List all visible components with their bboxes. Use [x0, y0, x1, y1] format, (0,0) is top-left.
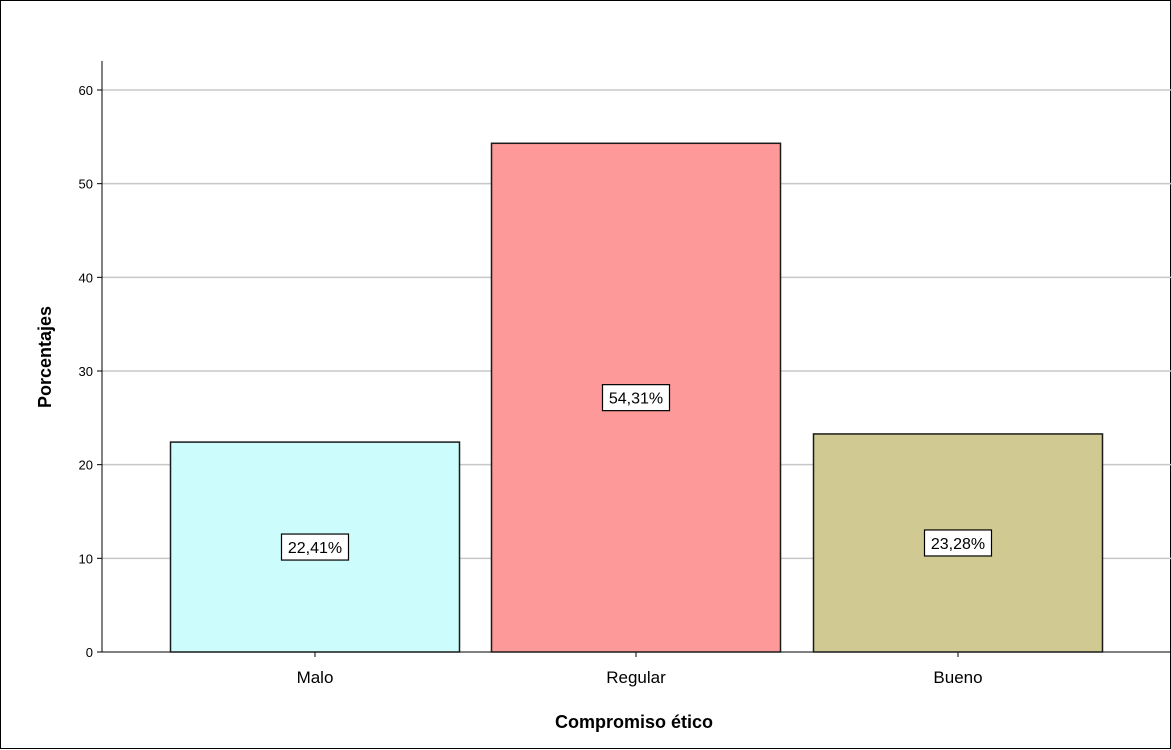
y-tick-label-10: 10 [79, 551, 93, 566]
y-tick-label-0: 0 [86, 645, 93, 660]
data-label-box-regular [601, 384, 671, 412]
y-tick-label-40: 40 [79, 270, 93, 285]
x-tick-label-malo: Malo [297, 668, 334, 687]
x-tick-label-regular: Regular [606, 668, 666, 687]
y-tick-label-60: 60 [79, 83, 93, 98]
bars [169, 142, 1104, 653]
x-tick-label-bueno: Bueno [933, 668, 982, 687]
x-axis-title: Compromiso ético [555, 712, 713, 732]
data-label-regular: 54,31% [609, 391, 663, 408]
data-label-box-bueno [923, 529, 993, 557]
data-labels: 22,41% 54,31% 23,28% [280, 384, 993, 561]
data-label-malo: 22,41% [288, 540, 342, 557]
data-label-box-malo [280, 533, 350, 561]
x-tick-labels: Malo Regular Bueno [297, 668, 983, 687]
y-tick-label-20: 20 [79, 458, 93, 473]
y-tick-label-50: 50 [79, 177, 93, 192]
y-axis-title: Porcentajes [35, 306, 55, 408]
y-tick-labels: 0 10 20 30 40 50 60 [79, 83, 93, 660]
y-tick-label-30: 30 [79, 364, 93, 379]
data-label-bueno: 23,28% [931, 536, 985, 553]
